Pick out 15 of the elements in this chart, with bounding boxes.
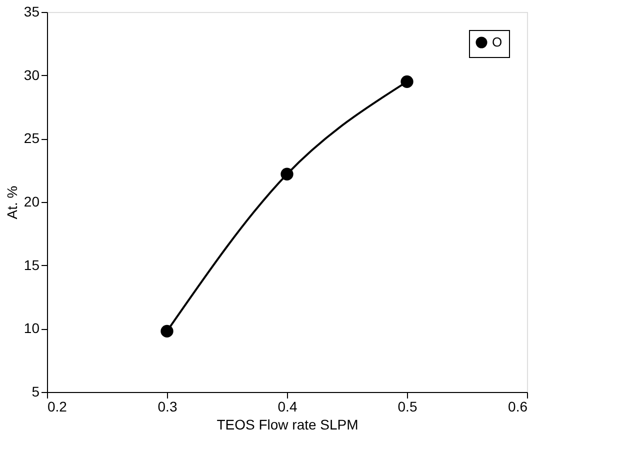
y-tick-label: 20 — [24, 194, 40, 210]
x-axis-title: TEOS Flow rate SLPM — [216, 416, 358, 432]
x-tick-label: 0.2 — [48, 398, 68, 414]
x-tick-label: 0.5 — [398, 398, 418, 414]
y-tick-label: 10 — [24, 320, 40, 336]
x-tick-label: 0.3 — [158, 398, 178, 414]
y-axis-title: At. % — [4, 186, 20, 220]
y-tick-label: 5 — [32, 384, 40, 400]
y-tick-label: 35 — [24, 4, 40, 20]
x-tick-label: 0.4 — [278, 398, 298, 414]
x-tick-label: 0.6 — [508, 398, 528, 414]
y-tick-label: 15 — [24, 256, 40, 273]
y-tick-label: 25 — [24, 130, 40, 146]
y-tick-label: 30 — [24, 66, 40, 83]
legend-label: O — [492, 34, 502, 50]
